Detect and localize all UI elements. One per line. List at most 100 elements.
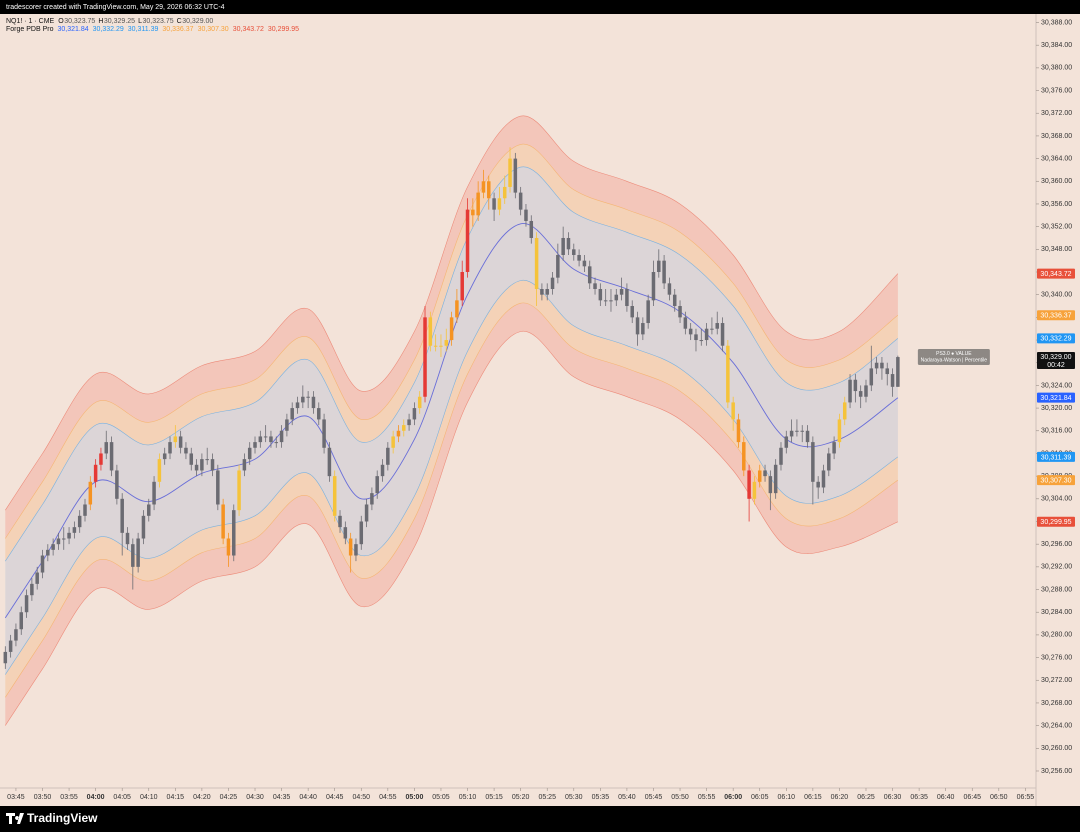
ohlc-value: 30,329.00 <box>182 18 213 25</box>
candle-body <box>710 328 714 330</box>
candle-body <box>497 198 502 210</box>
y-tick-label: 30,368.00 <box>1041 133 1072 140</box>
candle-body <box>864 385 868 397</box>
candle-body <box>88 481 93 505</box>
candle-body <box>763 470 767 477</box>
candle-body <box>343 527 348 539</box>
x-tick-label: 03:45 <box>7 794 25 801</box>
candle-body <box>561 237 565 255</box>
annotation-subtitle: Nadaraya-Watson | Percentile <box>921 357 988 363</box>
candle-body <box>572 249 576 255</box>
y-tick-label: 30,272.00 <box>1041 677 1072 684</box>
center-line <box>4 223 899 619</box>
price-tag <box>1037 333 1075 344</box>
candle-body <box>784 436 789 448</box>
candle-body <box>348 538 353 556</box>
price-tag <box>1037 475 1075 486</box>
candle-body <box>742 442 746 471</box>
band-line <box>5 166 899 562</box>
x-tick-label: 05:25 <box>538 794 556 801</box>
x-tick-label: 05:05 <box>432 794 450 801</box>
candle-body <box>614 294 619 301</box>
price-tag-label: 30,321.84 <box>1040 395 1071 402</box>
candle-body <box>14 629 18 641</box>
candle-body <box>279 430 284 443</box>
y-tick-label: 30,372.00 <box>1041 110 1072 117</box>
candle-body <box>412 408 417 420</box>
candle-body <box>332 476 337 516</box>
candle-body <box>8 640 13 652</box>
price-tag <box>1037 451 1075 462</box>
candle-body <box>726 345 730 403</box>
candle-body <box>688 328 693 335</box>
candle-body <box>768 476 773 494</box>
x-tick-label: 04:45 <box>326 794 344 801</box>
y-tick-label: 30,364.00 <box>1041 155 1072 162</box>
candle-body <box>518 192 523 210</box>
candle-body <box>550 277 555 290</box>
candle-body <box>805 430 810 443</box>
candle-body <box>880 362 884 369</box>
candle-body <box>736 419 741 443</box>
band-line <box>5 302 899 698</box>
candle-body <box>587 266 592 284</box>
candle-body <box>529 220 534 238</box>
candle-body <box>545 289 549 295</box>
candle-body <box>386 447 390 465</box>
price-tag <box>1037 516 1075 527</box>
annotation-box <box>917 349 990 366</box>
y-tick-label: 30,324.00 <box>1041 382 1072 389</box>
candle-body <box>715 323 719 329</box>
x-tick-label: 04:35 <box>273 794 291 801</box>
candle-body <box>540 289 544 295</box>
candle-body <box>625 289 629 307</box>
y-tick-label: 30,340.00 <box>1041 292 1072 299</box>
x-tick-label: 04:40 <box>299 794 317 801</box>
candle-body <box>720 323 725 346</box>
candle-body <box>396 430 401 437</box>
candle-body <box>502 186 507 199</box>
x-tick-label: 06:00 <box>724 794 742 801</box>
candle-body <box>481 181 486 193</box>
indicator-value: 30,299.95 <box>268 26 299 33</box>
x-tick-label: 03:55 <box>60 794 78 801</box>
candle-body <box>821 470 826 488</box>
candle-body <box>800 430 804 432</box>
x-tick-label: 06:50 <box>990 794 1008 801</box>
candle-body <box>173 436 178 443</box>
candle-body <box>779 447 783 465</box>
candle-body <box>295 402 300 409</box>
candle-body <box>747 470 751 499</box>
candle-body <box>439 345 443 347</box>
candle-body <box>253 442 257 448</box>
candle-body <box>885 368 889 375</box>
candle-body <box>694 334 698 341</box>
candle-body <box>582 260 587 267</box>
x-tick-label: 06:05 <box>751 794 769 801</box>
price-tag-label: 30,307.30 <box>1040 477 1071 484</box>
candle-body <box>99 453 103 465</box>
y-tick-label: 30,260.00 <box>1041 745 1072 752</box>
x-tick-label: 06:35 <box>910 794 928 801</box>
candle-body <box>375 476 379 494</box>
y-tick-label: 30,284.00 <box>1041 609 1072 616</box>
candle-body <box>147 504 151 516</box>
price-tag-label: 30,299.95 <box>1040 519 1071 526</box>
candle-body <box>285 419 289 431</box>
candle-body <box>210 459 215 471</box>
candle-body <box>598 289 603 301</box>
x-tick-label: 05:30 <box>565 794 583 801</box>
y-tick-label: 30,256.00 <box>1041 768 1072 775</box>
candle-body <box>359 521 364 545</box>
candle-body <box>667 283 672 295</box>
candle-body <box>19 612 24 630</box>
price-tag-label: 30,332.29 <box>1040 336 1071 343</box>
ohlc-key: H <box>98 18 103 25</box>
x-tick-label: 05:00 <box>405 794 423 801</box>
candle-body <box>72 527 77 533</box>
y-tick-label: 30,356.00 <box>1041 201 1072 208</box>
ohlc-key: C <box>177 18 182 25</box>
outer-band-fill <box>5 302 898 726</box>
y-tick-label: 30,352.00 <box>1041 223 1072 230</box>
band-line <box>5 331 899 726</box>
